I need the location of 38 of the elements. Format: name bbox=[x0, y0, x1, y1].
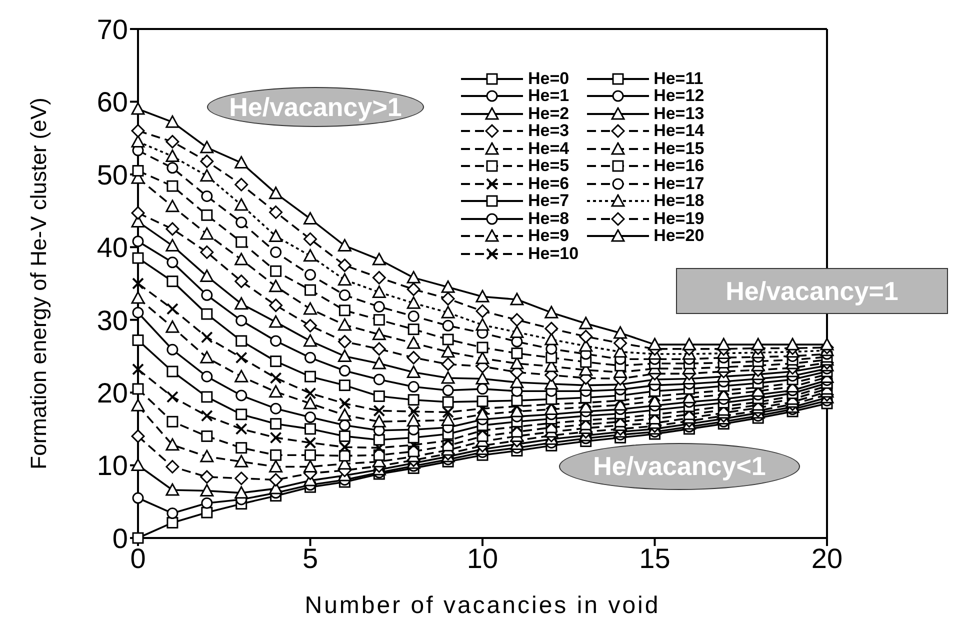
legend-label: He=16 bbox=[654, 156, 704, 176]
x-axis-title: Number of vacancies in void bbox=[304, 592, 660, 619]
y-axis-title: Formation energy of He-V cluster (eV) bbox=[26, 98, 51, 470]
legend-label: He=9 bbox=[528, 226, 570, 246]
legend-label: He=7 bbox=[528, 191, 570, 212]
legend-label: He=14 bbox=[654, 121, 704, 142]
annotation: He/vacancy>1 bbox=[229, 92, 402, 122]
legend-label: He=20 bbox=[654, 226, 704, 246]
legend-label: He=8 bbox=[528, 208, 570, 229]
legend-label: He=1 bbox=[528, 86, 570, 106]
legend-label: He=6 bbox=[528, 174, 570, 194]
legend-label: He=11 bbox=[654, 68, 704, 89]
x-tick-label: 20 bbox=[811, 542, 843, 574]
y-tick-label: 10 bbox=[96, 450, 128, 482]
legend-label: He=12 bbox=[654, 86, 704, 106]
legend-label: He=17 bbox=[654, 174, 704, 194]
legend-label: He=2 bbox=[528, 104, 570, 124]
annotation: He/vacancy<1 bbox=[593, 451, 766, 482]
y-tick-label: 30 bbox=[96, 304, 128, 336]
legend-label: He=19 bbox=[654, 208, 704, 229]
legend-label: He=5 bbox=[528, 156, 570, 176]
x-tick-label: 15 bbox=[639, 542, 670, 574]
legend-label: He=15 bbox=[654, 138, 704, 159]
legend-label: He=13 bbox=[654, 104, 704, 124]
annotation: He/vacancy=1 bbox=[726, 276, 898, 306]
y-tick-label: 70 bbox=[96, 14, 128, 45]
y-tick-label: 20 bbox=[96, 378, 128, 409]
y-tick-label: 0 bbox=[112, 522, 128, 554]
y-tick-label: 60 bbox=[96, 86, 128, 118]
legend-label: He=0 bbox=[528, 68, 570, 89]
legend-label: He=4 bbox=[528, 138, 570, 159]
x-tick-label: 5 bbox=[302, 542, 318, 574]
y-tick-label: 50 bbox=[96, 159, 128, 190]
legend-label: He=10 bbox=[528, 244, 579, 264]
y-tick-label: 40 bbox=[96, 232, 128, 264]
x-tick-label: 10 bbox=[466, 542, 498, 574]
legend-label: He=3 bbox=[528, 121, 570, 142]
legend-label: He=18 bbox=[654, 191, 704, 212]
